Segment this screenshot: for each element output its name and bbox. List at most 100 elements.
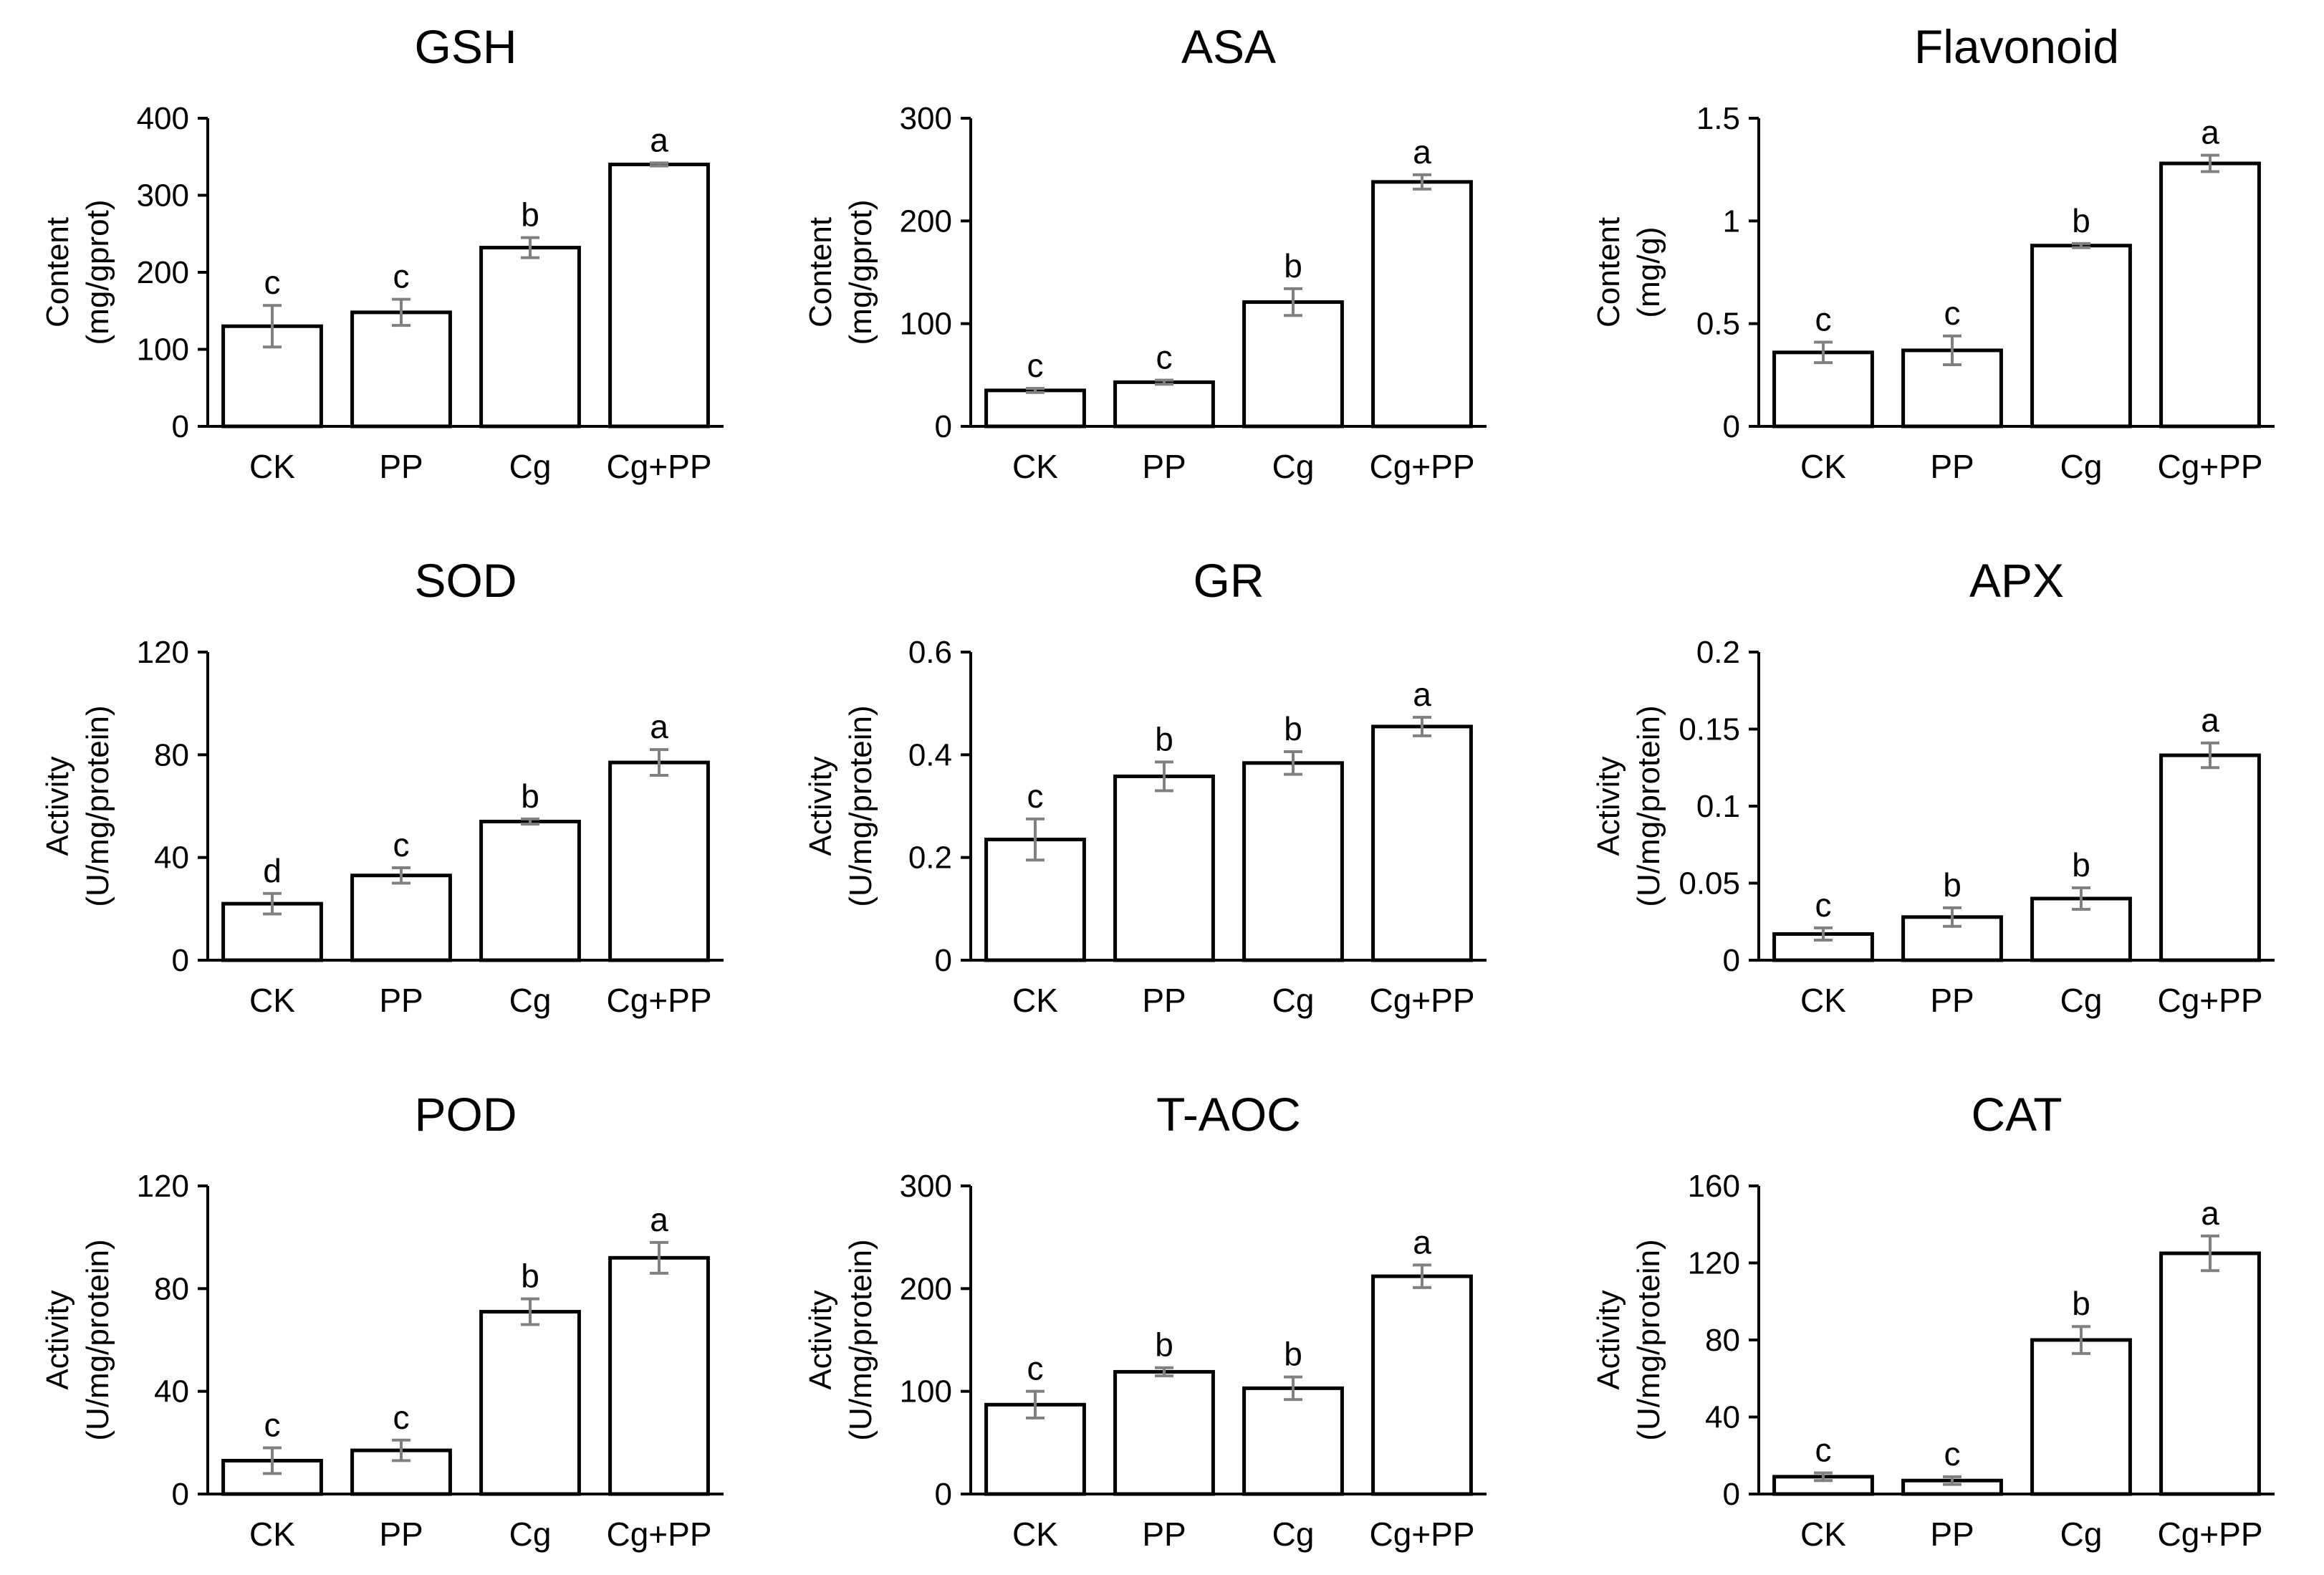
- bar-cg: [1242, 1386, 1344, 1496]
- bar-cg-plus-pp: [1371, 1274, 1473, 1496]
- y-axis-label-line: Activity: [1591, 1290, 1626, 1389]
- significance-letter: c: [1156, 339, 1173, 376]
- x-tick-label: Cg: [2060, 982, 2103, 1019]
- y-axis-label: Content (mg/gprot): [40, 200, 115, 345]
- bar-cg-plus-pp: [1371, 180, 1473, 429]
- chart-panel-gr: GR Activity (U/mg/protein) 0 0.2 0.4 0.6 c CK b PP…: [803, 554, 1487, 1019]
- significance-letter: b: [1284, 710, 1302, 747]
- significance-letter: b: [1155, 1326, 1173, 1364]
- chart-panel-asa: ASA Content (mg/gprot) 0 100 200 300 c CK c PP b Cg a…: [803, 20, 1487, 485]
- y-tick-label: 120: [1688, 1246, 1740, 1281]
- x-tick-label: PP: [1142, 982, 1186, 1019]
- y-tick-label: 0: [935, 943, 952, 978]
- x-tick-label: Cg: [2060, 1516, 2103, 1553]
- y-tick-label: 80: [1705, 1323, 1740, 1358]
- x-tick-label: CK: [249, 448, 295, 485]
- y-tick-label: 120: [137, 1169, 189, 1204]
- significance-letter: a: [2201, 1195, 2219, 1232]
- y-tick-label: 300: [900, 1169, 952, 1204]
- x-tick-label: PP: [1930, 448, 1974, 485]
- x-tick-label: Cg: [1272, 1516, 1315, 1553]
- x-tick-label: Cg+PP: [2157, 982, 2262, 1019]
- significance-letter: c: [393, 258, 410, 295]
- bar-pp: [1113, 774, 1215, 962]
- y-tick-label: 0.4: [908, 737, 952, 772]
- bar-cg-plus-pp: [608, 163, 710, 429]
- y-tick-label: 100: [137, 332, 189, 368]
- bar-cg: [2030, 896, 2132, 962]
- y-tick-label: 120: [137, 635, 189, 670]
- x-tick-label: CK: [249, 982, 295, 1019]
- y-axis-label-line: (U/mg/protein): [80, 1239, 115, 1440]
- y-tick-label: 1: [1723, 204, 1740, 239]
- x-tick-label: PP: [1930, 982, 1974, 1019]
- significance-letter: a: [650, 1201, 668, 1238]
- y-tick-label: 0: [172, 409, 189, 444]
- x-tick-label: CK: [1012, 982, 1058, 1019]
- y-tick-label: 0.2: [908, 841, 952, 876]
- x-tick-label: CK: [249, 1516, 295, 1553]
- y-tick-label: 300: [137, 178, 189, 214]
- x-tick-label: Cg+PP: [2157, 448, 2262, 485]
- significance-letter: c: [1027, 1350, 1044, 1387]
- y-tick-label: 0.6: [908, 635, 952, 670]
- y-tick-label: 300: [900, 101, 952, 136]
- y-axis-label-line: (U/mg/protein): [843, 705, 878, 906]
- y-tick-label: 0: [1723, 943, 1740, 978]
- x-tick-label: PP: [379, 982, 423, 1019]
- significance-letter: c: [1944, 295, 1961, 332]
- panel-title: T-AOC: [1156, 1088, 1301, 1141]
- x-tick-label: Cg+PP: [606, 1516, 711, 1553]
- y-axis-label-line: (U/mg/protein): [1631, 705, 1666, 906]
- x-tick-label: CK: [1800, 1516, 1846, 1553]
- bar-cg: [479, 246, 581, 429]
- y-axis-label-line: (mg/gprot): [843, 200, 878, 345]
- significance-letter: b: [521, 196, 539, 234]
- significance-letter: b: [2072, 846, 2090, 884]
- significance-letter: c: [1944, 1435, 1961, 1473]
- chart-panel-pod: POD Activity (U/mg/protein) 0 40 80 120 c CK c PP b…: [40, 1088, 724, 1553]
- y-tick-label: 0.1: [1696, 789, 1740, 824]
- significance-letter: a: [1413, 676, 1431, 713]
- significance-letter: a: [2201, 114, 2219, 151]
- y-tick-label: 0: [1723, 1477, 1740, 1512]
- y-tick-label: 40: [154, 841, 189, 876]
- y-axis-label-line: (U/mg/protein): [843, 1239, 878, 1440]
- significance-letter: c: [264, 264, 281, 301]
- y-axis-label-line: (U/mg/protein): [1631, 1239, 1666, 1440]
- y-axis-label-line: Activity: [803, 756, 838, 856]
- y-axis-label: Activity (U/mg/protein): [40, 1239, 115, 1440]
- panel-title: Flavonoid: [1914, 20, 2119, 73]
- y-axis-label-line: (mg/g): [1631, 226, 1666, 317]
- y-axis-label: Activity (U/mg/protein): [40, 705, 115, 906]
- y-tick-label: 200: [900, 1271, 952, 1306]
- significance-letter: c: [393, 1399, 410, 1436]
- bar-ck: [984, 1402, 1086, 1496]
- significance-letter: b: [2072, 1285, 2090, 1322]
- bar-pp: [350, 310, 452, 429]
- x-tick-label: Cg: [2060, 448, 2103, 485]
- y-axis-label: Activity (U/mg/protein): [803, 1239, 878, 1440]
- bar-cg: [479, 1310, 581, 1496]
- y-tick-label: 0.05: [1679, 866, 1740, 901]
- panel-title: CAT: [1971, 1088, 2062, 1141]
- y-axis-label: Activity (U/mg/protein): [1591, 1239, 1666, 1440]
- y-tick-label: 40: [154, 1374, 189, 1409]
- panel-title: POD: [414, 1088, 517, 1141]
- significance-letter: b: [1284, 1336, 1302, 1373]
- y-axis-label: Activity (U/mg/protein): [803, 705, 878, 906]
- bar-cg: [2030, 1338, 2132, 1496]
- bar-ck: [1772, 350, 1874, 429]
- y-tick-label: 0.2: [1696, 635, 1740, 670]
- x-tick-label: PP: [379, 448, 423, 485]
- y-tick-label: 100: [900, 307, 952, 342]
- significance-letter: c: [393, 826, 410, 863]
- chart-panel-sod: SOD Activity (U/mg/protein) 0 40 80 120 d CK c PP b…: [40, 554, 724, 1019]
- significance-letter: a: [650, 121, 668, 158]
- x-tick-label: Cg+PP: [2157, 1516, 2262, 1553]
- bar-cg: [1242, 761, 1344, 962]
- y-tick-label: 100: [900, 1374, 952, 1409]
- y-axis-label-line: Activity: [40, 756, 75, 856]
- y-tick-label: 0: [935, 1477, 952, 1512]
